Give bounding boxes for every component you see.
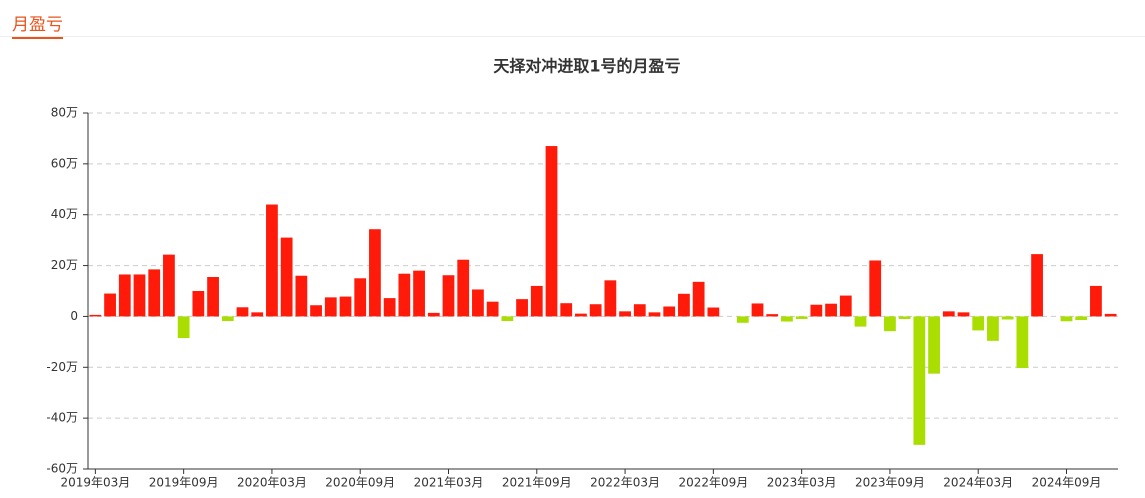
bar: [928, 316, 940, 374]
bar: [987, 316, 999, 341]
bar: [354, 278, 367, 317]
bar: [795, 316, 808, 319]
x-tick-label: 2019年09月: [149, 476, 219, 490]
bar: [1031, 254, 1043, 317]
bar: [869, 260, 882, 317]
bar: [236, 307, 249, 317]
bar: [177, 316, 190, 339]
bar: [751, 303, 764, 317]
y-tick-label: -60万: [46, 462, 78, 476]
bar: [486, 301, 499, 317]
bar: [619, 311, 631, 317]
divider: [0, 36, 1145, 37]
bar: [663, 306, 676, 317]
bar: [648, 312, 661, 317]
bar: [339, 296, 352, 317]
x-tick-label: 2023年03月: [767, 476, 837, 490]
bar: [810, 304, 823, 317]
chart-title: 天择对冲进取1号的月盈亏: [493, 57, 680, 76]
bar: [957, 312, 970, 317]
bar: [295, 275, 308, 317]
bar: [913, 316, 926, 445]
bar: [148, 269, 161, 317]
y-tick-label: 60万: [51, 156, 78, 170]
bar: [266, 204, 278, 317]
bar: [501, 316, 514, 322]
bar: [457, 259, 470, 317]
y-tick-label: -40万: [46, 411, 78, 425]
bar: [1016, 316, 1029, 369]
bar: [884, 316, 896, 332]
bar: [413, 270, 425, 317]
bar: [163, 254, 175, 317]
bar: [310, 305, 322, 317]
bar: [972, 316, 985, 331]
bar: [604, 280, 617, 317]
bar: [442, 275, 455, 317]
bar: [942, 311, 955, 317]
bar: [280, 237, 293, 317]
bar: [118, 274, 131, 317]
bar: [133, 274, 146, 317]
bar: [575, 313, 587, 317]
bar: [692, 281, 705, 317]
x-tick-label: 2021年09月: [502, 476, 572, 490]
bar: [398, 273, 411, 317]
bar: [89, 314, 102, 317]
section-title: 月盈亏: [12, 10, 63, 39]
x-tick-label: 2021年03月: [414, 476, 484, 490]
bar: [207, 277, 219, 317]
y-tick-label: 20万: [51, 258, 78, 272]
bar: [192, 291, 205, 317]
bar: [324, 297, 337, 317]
bar: [1001, 316, 1014, 320]
bar: [545, 146, 558, 317]
bar: [427, 312, 440, 317]
bar: [1104, 313, 1117, 317]
x-tick-label: 2024年03月: [943, 476, 1013, 490]
x-tick-label: 2022年09月: [678, 476, 748, 490]
y-tick-label: -20万: [46, 360, 78, 374]
bar: [839, 295, 852, 317]
x-tick-label: 2024年09月: [1032, 476, 1102, 490]
x-tick-label: 2020年09月: [325, 476, 395, 490]
x-tick-label: 2020年03月: [237, 476, 307, 490]
bar: [1075, 316, 1088, 320]
bar: [560, 303, 573, 317]
y-tick-label: 80万: [51, 106, 78, 120]
bar: [854, 316, 867, 327]
bar: [383, 298, 396, 317]
bar: [1090, 285, 1102, 317]
x-tick-label: 2022年03月: [590, 476, 660, 490]
x-tick-label: 2019年03月: [60, 476, 130, 490]
bar: [766, 314, 779, 317]
bar: [104, 293, 116, 317]
y-tick-label: 40万: [51, 207, 78, 221]
bar: [530, 285, 543, 317]
bar: [898, 316, 911, 319]
bar: [369, 229, 381, 317]
bar: [736, 316, 749, 323]
bar: [589, 304, 602, 317]
x-tick-label: 2023年09月: [855, 476, 925, 490]
bar: [678, 293, 690, 317]
bar: [251, 312, 264, 317]
bar: [472, 289, 484, 317]
y-tick-label: 0: [70, 309, 78, 323]
bar: [516, 299, 528, 317]
bar: [221, 316, 234, 322]
bar: [707, 307, 720, 317]
bar: [633, 304, 646, 317]
bar: [825, 303, 837, 317]
bar: [1060, 316, 1073, 322]
bar: [781, 316, 793, 322]
